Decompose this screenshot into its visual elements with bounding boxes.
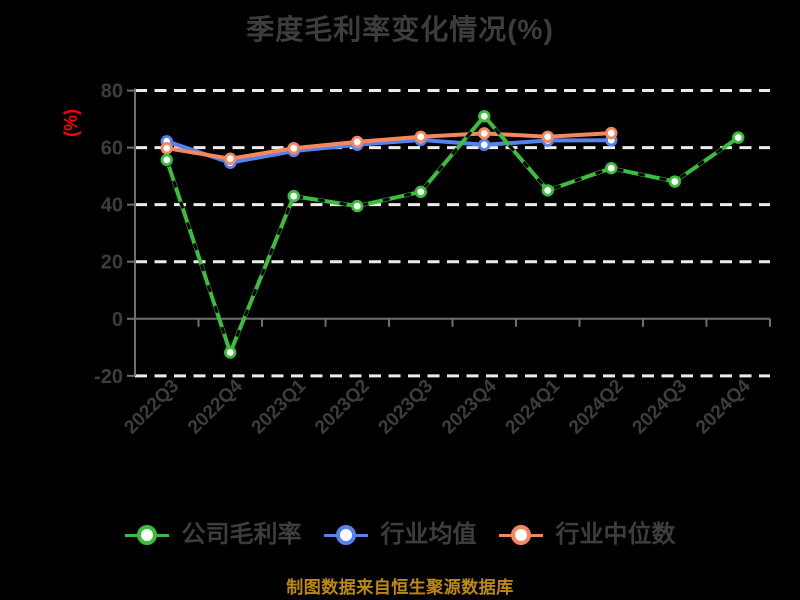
company-data-point — [224, 346, 237, 359]
x-tick-label: 2022Q3 — [121, 376, 184, 439]
company-data-point — [668, 175, 681, 188]
legend-label-industry-average: 行业均值 — [380, 521, 477, 548]
industry-median-data-point — [605, 126, 618, 140]
y-tick-label: 40 — [101, 195, 123, 217]
company-line — [164, 114, 741, 355]
legend-item-industry-average[interactable]: 行业均值 — [323, 521, 477, 548]
y-tick-label: 0 — [112, 309, 123, 331]
company-data-point — [605, 161, 618, 175]
legend-label-industry-median: 行业中位数 — [555, 521, 676, 548]
company-data-point — [732, 131, 745, 144]
x-tick-label: 2023Q4 — [438, 375, 501, 438]
x-tick-label: 2023Q3 — [375, 376, 438, 439]
y-tick-label: 20 — [101, 252, 123, 274]
company-series-marker-icon — [124, 523, 169, 547]
industry-median-data-point — [160, 141, 173, 155]
y-tick-label: -20 — [94, 366, 123, 388]
industry-average-line — [164, 137, 614, 165]
industry-average-data-point — [478, 138, 491, 151]
legend: 公司毛利率 行业均值 行业中位数 — [0, 523, 800, 547]
company-data-point — [541, 184, 554, 197]
industry-median-data-point — [351, 135, 364, 149]
company-line-texture — [165, 114, 740, 354]
company-data-point — [414, 185, 427, 199]
x-tick-label: 2024Q4 — [692, 375, 755, 438]
industry-median-data-point — [414, 130, 427, 143]
legend-item-industry-median[interactable]: 行业中位数 — [498, 521, 676, 548]
industry-median-series-marker-icon — [498, 523, 543, 547]
legend-label-company: 公司毛利率 — [181, 521, 302, 548]
company-data-point — [478, 110, 491, 123]
company-data-point — [160, 153, 173, 167]
chart-title: 季度毛利率变化情况(%) — [246, 14, 554, 45]
y-tick-label: 80 — [101, 81, 123, 103]
industry-median-data-point — [478, 127, 491, 140]
industry-median-data-point — [224, 152, 237, 165]
y-tick-label: 60 — [101, 138, 123, 160]
x-tick-label: 2024Q2 — [565, 376, 628, 439]
industry-median-data-point — [287, 141, 300, 155]
company-data-point — [351, 199, 364, 213]
x-tick-label: 2023Q1 — [248, 375, 311, 438]
x-tick-label: 2024Q3 — [629, 376, 692, 439]
industry-average-series-marker-icon — [323, 523, 368, 547]
x-tick-label: 2023Q2 — [311, 376, 374, 439]
industry-median-data-point — [541, 130, 554, 143]
source-note: 制图数据来自恒生聚源数据库 — [286, 578, 514, 597]
x-tick-label: 2024Q1 — [502, 375, 565, 438]
industry-median-line — [164, 131, 614, 161]
company-data-point — [287, 189, 300, 203]
legend-item-company[interactable]: 公司毛利率 — [124, 521, 302, 548]
x-tick-label: 2022Q4 — [184, 375, 247, 438]
